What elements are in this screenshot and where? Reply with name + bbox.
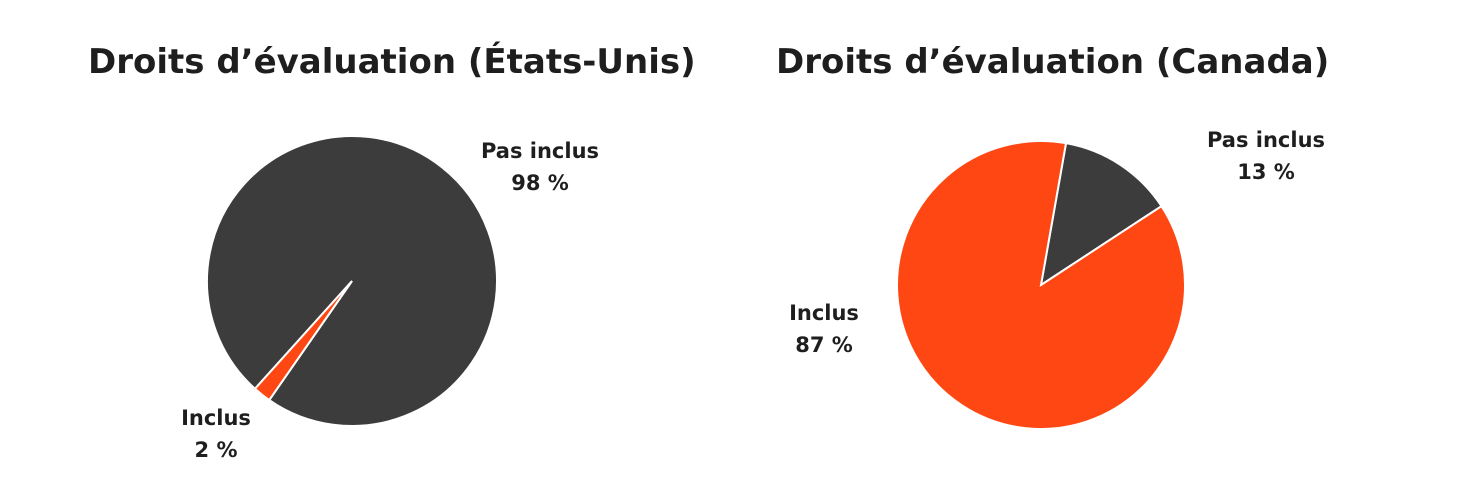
slice-value: 2 % — [195, 438, 238, 462]
pie-slice — [896, 140, 1186, 430]
slice-value: 87 % — [795, 333, 853, 357]
slice-label: Inclus — [181, 406, 251, 430]
pie-slice — [253, 280, 353, 402]
chart-title: Droits d’évaluation (États-Unis) — [88, 41, 696, 82]
pie-slice — [1039, 142, 1163, 288]
slice-value: 98 % — [511, 171, 569, 195]
slice-value: 13 % — [1237, 160, 1295, 184]
slice-label: Pas inclus — [481, 139, 599, 163]
slice-label: Inclus — [789, 301, 859, 325]
chart-title: Droits d’évaluation (Canada) — [776, 42, 1329, 82]
slice-label: Pas inclus — [1207, 128, 1325, 152]
